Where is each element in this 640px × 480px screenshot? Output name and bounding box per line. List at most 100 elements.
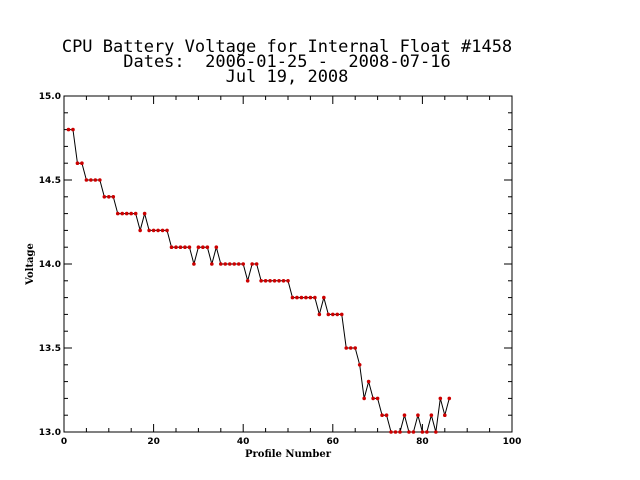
data-point: [124, 211, 129, 216]
data-point: [223, 262, 228, 266]
x-tick-label: 80: [416, 437, 429, 447]
data-point: [156, 228, 160, 233]
data-point: [250, 262, 254, 266]
series-line: [68, 129, 450, 433]
data-point: [389, 430, 393, 434]
data-point: [93, 178, 98, 182]
data-point: [210, 262, 214, 266]
data-point: [277, 279, 281, 283]
data-point: [138, 228, 142, 233]
marker-layer: [66, 127, 452, 434]
data-point: [98, 178, 102, 182]
data-point: [429, 413, 434, 418]
line-layer: [68, 129, 450, 433]
data-point: [308, 295, 313, 300]
y-tick-label: 14.0: [39, 260, 61, 270]
data-point: [133, 211, 138, 216]
data-point: [75, 161, 80, 165]
data-point: [447, 396, 452, 401]
y-tick-label: 14.5: [39, 176, 61, 186]
data-point: [411, 430, 416, 434]
data-point: [286, 279, 290, 283]
data-point: [384, 413, 389, 418]
data-point: [366, 379, 371, 384]
data-point: [84, 178, 89, 182]
data-point: [398, 430, 402, 434]
data-point: [80, 161, 84, 165]
data-point: [357, 363, 362, 367]
data-point: [375, 396, 380, 401]
data-point: [263, 279, 268, 283]
data-point: [281, 279, 286, 283]
data-point: [326, 312, 331, 317]
data-point: [142, 211, 147, 216]
data-point: [425, 430, 429, 434]
x-tick-label: 20: [147, 437, 160, 447]
x-tick-label: 0: [61, 437, 67, 447]
data-point: [102, 195, 107, 199]
data-point: [219, 262, 223, 266]
x-axis-title: Profile Number: [245, 449, 332, 460]
data-point: [299, 295, 304, 300]
data-point: [295, 295, 299, 300]
data-point: [232, 262, 237, 266]
x-tick-label: 40: [237, 437, 250, 447]
data-point: [183, 245, 187, 249]
data-point: [353, 346, 358, 350]
data-point: [434, 430, 438, 434]
y-tick-label: 13.0: [39, 428, 61, 438]
data-point: [169, 245, 174, 249]
plot-frame: [63, 95, 513, 433]
data-point: [129, 211, 133, 216]
data-point: [111, 195, 116, 199]
data-point: [259, 279, 263, 283]
data-point: [174, 245, 178, 249]
data-point: [120, 211, 125, 216]
chart-title: CPU Battery Voltage for Internal Float #…: [62, 37, 512, 57]
data-point: [160, 228, 165, 233]
data-point: [245, 279, 250, 283]
data-point: [236, 262, 241, 266]
data-point: [362, 396, 366, 401]
data-point: [71, 127, 75, 132]
data-point: [313, 295, 317, 300]
data-point: [402, 413, 407, 418]
data-point: [165, 228, 169, 233]
data-point: [371, 396, 375, 401]
data-point: [380, 413, 384, 418]
data-point: [89, 178, 93, 182]
data-point: [201, 245, 205, 249]
data-point: [147, 228, 151, 233]
data-point: [254, 262, 259, 266]
data-point: [290, 295, 295, 300]
data-point: [443, 413, 447, 418]
data-point: [107, 195, 111, 199]
y-axis-title: Voltage: [25, 243, 36, 286]
data-point: [348, 346, 353, 350]
data-point: [187, 245, 192, 249]
x-tick-label: 100: [503, 437, 522, 447]
data-point: [115, 211, 120, 216]
data-point: [196, 245, 201, 249]
x-tick-label: 60: [327, 437, 340, 447]
data-point: [205, 245, 210, 249]
data-point: [339, 312, 344, 317]
data-point: [66, 127, 71, 132]
data-point: [335, 312, 340, 317]
chart-subtitle-dates: Dates: 2006-01-25 - 2008-07-16: [123, 52, 451, 72]
data-point: [407, 430, 411, 434]
data-point: [241, 262, 245, 266]
y-tick-label: 15.0: [39, 92, 61, 102]
data-point: [322, 295, 326, 300]
data-point: [420, 430, 425, 434]
data-point: [151, 228, 156, 233]
data-point: [317, 312, 322, 317]
data-point: [416, 413, 420, 418]
data-point: [214, 245, 219, 249]
data-point: [344, 346, 349, 350]
data-point: [304, 295, 308, 300]
data-point: [393, 430, 398, 434]
data-point: [438, 396, 443, 401]
